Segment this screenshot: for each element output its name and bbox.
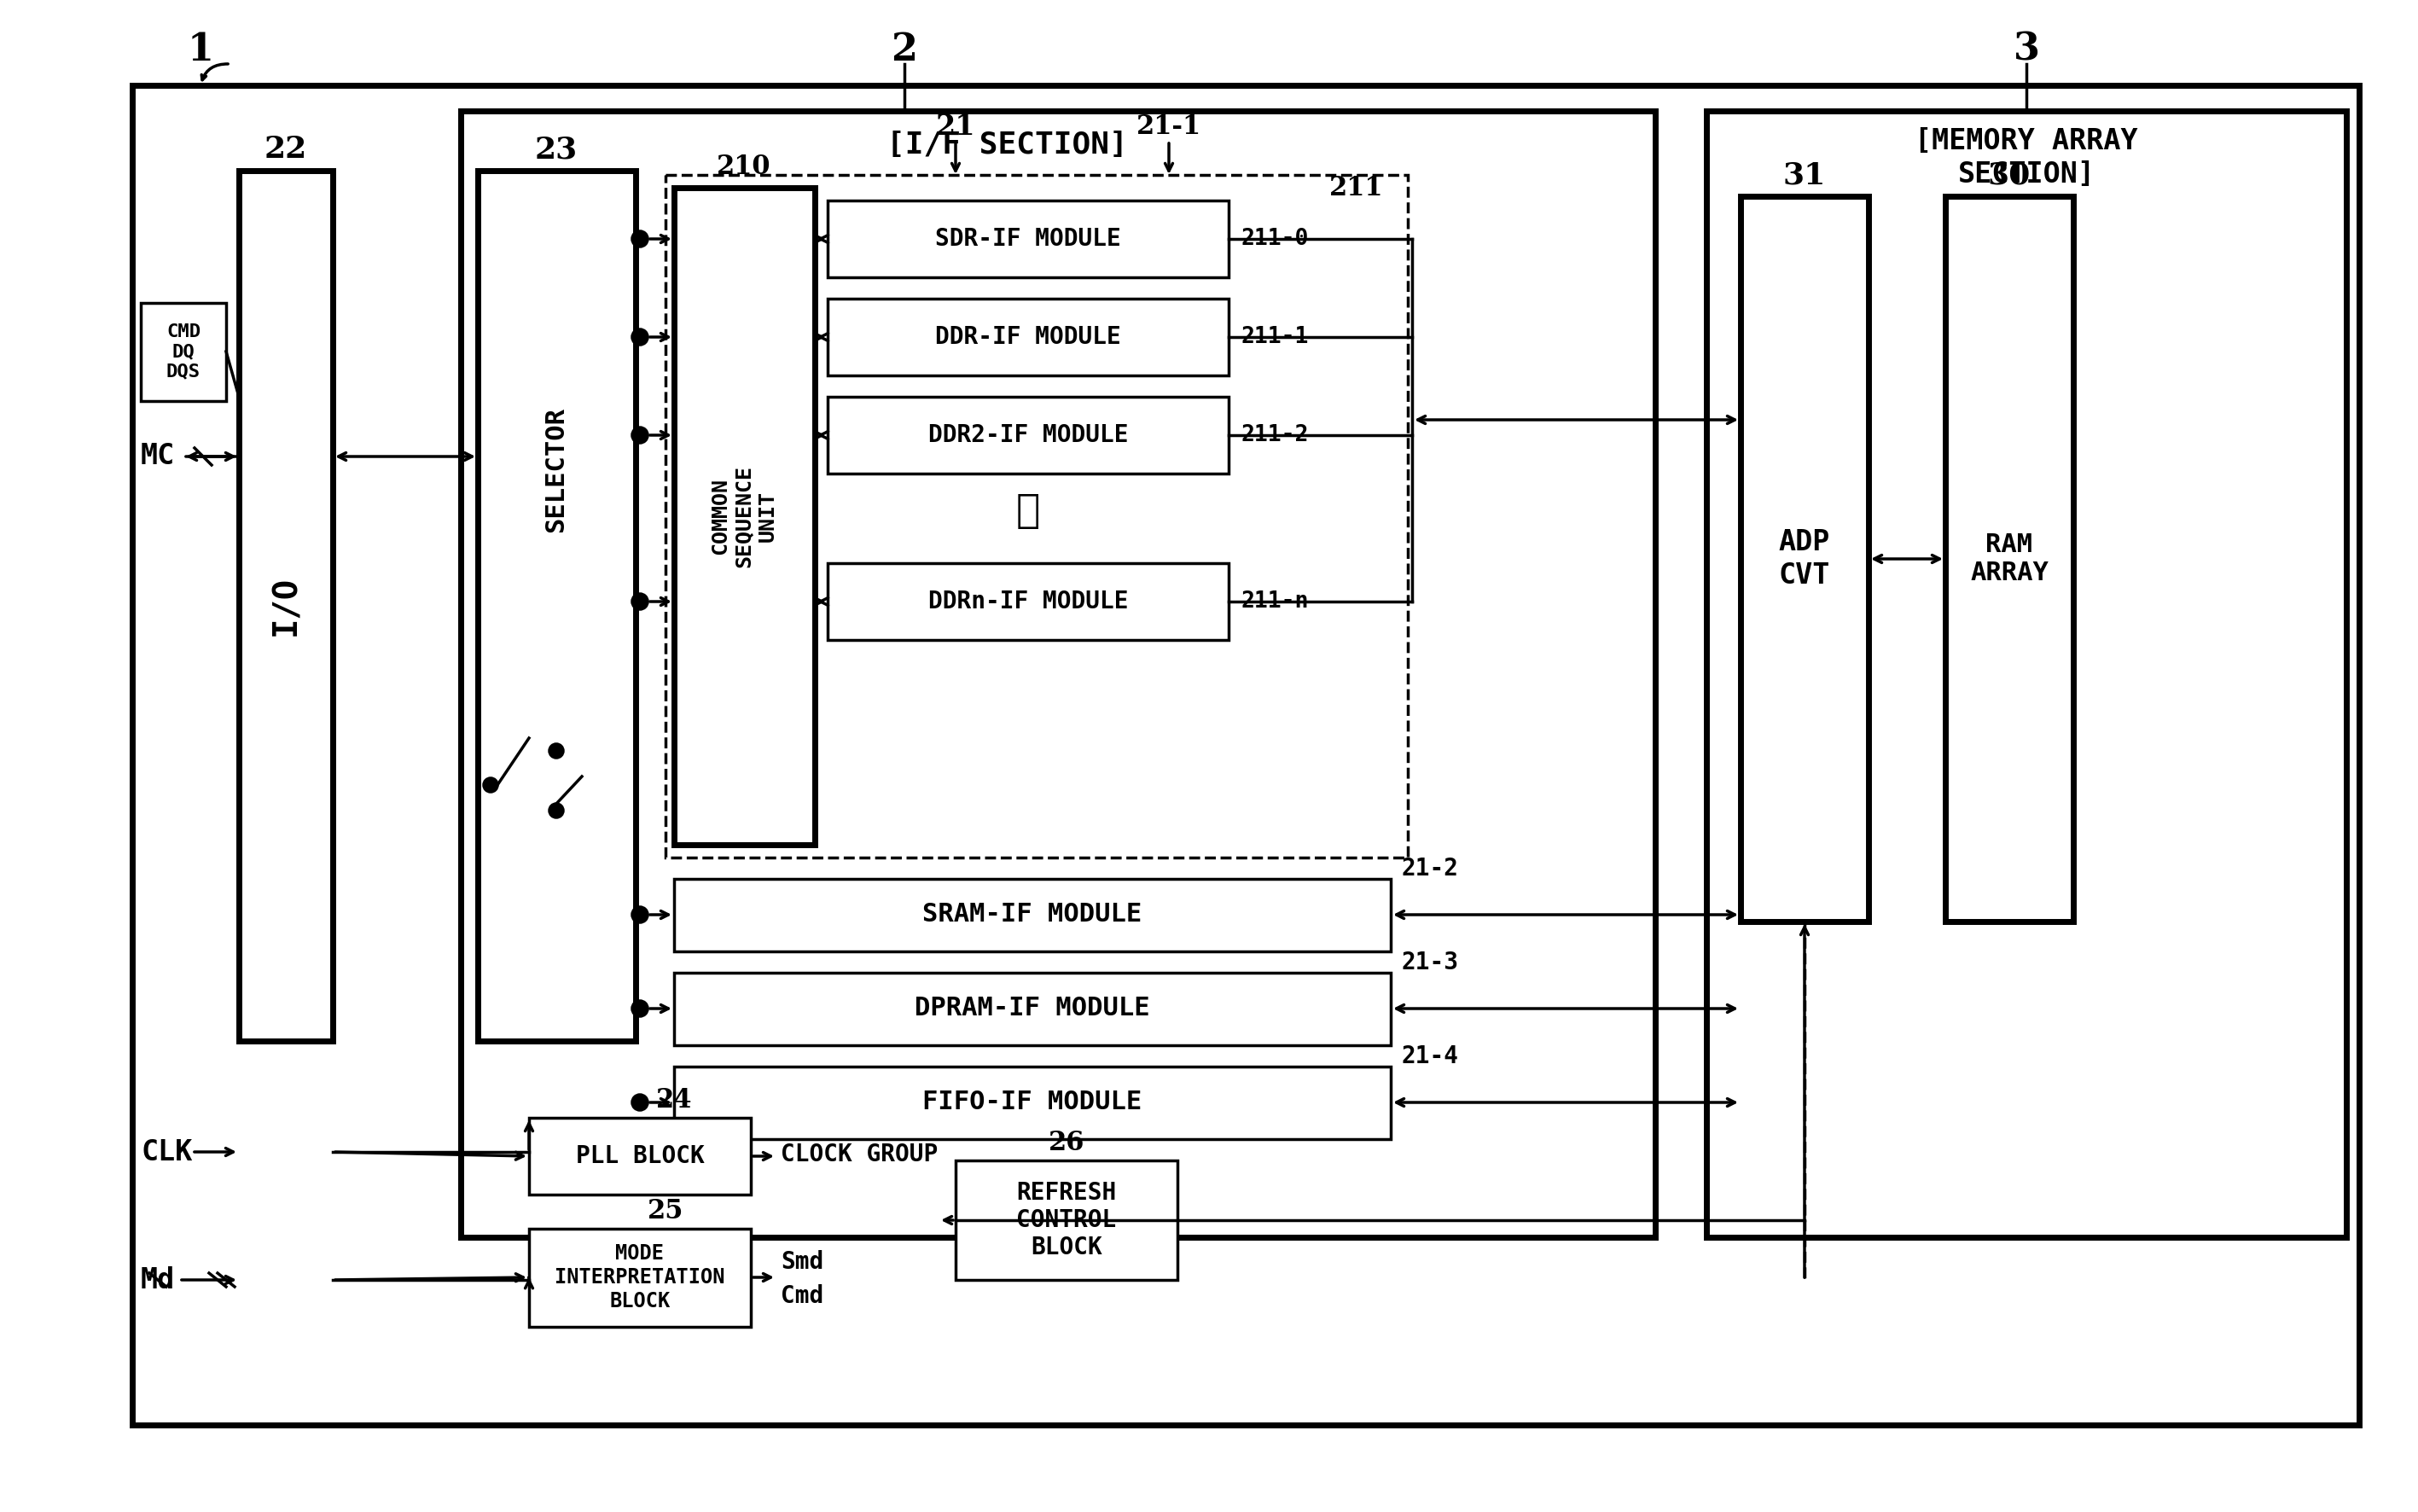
Text: 211: 211 [1330,174,1383,201]
Text: Md: Md [140,1266,174,1294]
Bar [1707,110,2345,1237]
Text: Smd: Smd [781,1250,825,1275]
Text: ⋮: ⋮ [1016,493,1040,531]
Text: RAM
ARRAY: RAM ARRAY [1971,532,2048,585]
Text: 211-2: 211-2 [1240,423,1308,446]
Bar [675,878,1390,951]
Text: FIFO-IF MODULE: FIFO-IF MODULE [924,1090,1141,1114]
Text: 21-3: 21-3 [1400,951,1458,974]
Text: [MEMORY ARRAY
SECTION]: [MEMORY ARRAY SECTION] [1915,127,2138,187]
Text: DDR-IF MODULE: DDR-IF MODULE [936,325,1122,349]
Text: 23: 23 [534,135,578,163]
Circle shape [549,804,563,818]
Circle shape [631,428,648,443]
Text: 26: 26 [1049,1129,1086,1157]
Text: Cmd: Cmd [781,1284,825,1308]
Text: 25: 25 [648,1199,684,1225]
Text: 31: 31 [1782,160,1826,189]
Circle shape [484,779,498,792]
Circle shape [631,1095,648,1110]
Bar [675,187,815,845]
Text: 1: 1 [186,32,213,68]
Text: CLOCK GROUP: CLOCK GROUP [781,1143,938,1166]
Text: [I/F SECTION]: [I/F SECTION] [885,130,1127,160]
Text: 3: 3 [2014,32,2041,68]
Bar [239,171,334,1040]
Text: COMMON
SEQUENCE
UNIT: COMMON SEQUENCE UNIT [711,466,779,567]
Text: PLL BLOCK: PLL BLOCK [575,1145,704,1169]
Text: 21-1: 21-1 [1136,113,1202,139]
Text: REFRESH
CONTROL
BLOCK: REFRESH CONTROL BLOCK [1016,1181,1117,1259]
Text: DPRAM-IF MODULE: DPRAM-IF MODULE [914,996,1151,1021]
Text: 21-4: 21-4 [1400,1045,1458,1069]
Circle shape [631,594,648,609]
Text: 21: 21 [936,112,974,141]
Bar [133,85,2360,1424]
Bar [827,299,1228,375]
Circle shape [631,907,648,922]
Bar [140,302,227,401]
Circle shape [549,744,563,758]
Bar [1946,197,2072,921]
Text: DDR2-IF MODULE: DDR2-IF MODULE [929,423,1129,448]
Text: I/O: I/O [271,576,302,635]
Bar [462,110,1656,1237]
Bar [530,1117,752,1194]
Text: 24: 24 [655,1087,692,1114]
Text: ADP
CVT: ADP CVT [1780,529,1830,590]
Bar [827,201,1228,277]
Bar [675,972,1390,1045]
Text: 30: 30 [1988,160,2031,189]
Bar [530,1229,752,1328]
Bar [479,171,636,1040]
Text: 210: 210 [716,153,771,180]
Text: 2: 2 [892,32,916,68]
Text: SELECTOR: SELECTOR [544,407,568,532]
Circle shape [631,1001,648,1016]
Circle shape [631,231,648,246]
Text: CLK: CLK [140,1139,193,1166]
Text: 211-1: 211-1 [1240,327,1308,348]
Text: SRAM-IF MODULE: SRAM-IF MODULE [924,903,1141,927]
Bar [827,396,1228,473]
Text: MODE
INTERPRETATION
BLOCK: MODE INTERPRETATION BLOCK [554,1243,725,1311]
Text: 21-2: 21-2 [1400,857,1458,880]
Bar [827,562,1228,640]
Text: CMD
DQ
DQS: CMD DQ DQS [167,324,201,380]
Text: 211-0: 211-0 [1240,228,1308,249]
Bar [675,1066,1390,1139]
Text: DDRn-IF MODULE: DDRn-IF MODULE [929,590,1129,614]
Text: 211-n: 211-n [1240,591,1308,612]
Text: SDR-IF MODULE: SDR-IF MODULE [936,227,1122,251]
Bar [665,175,1407,857]
Text: 22: 22 [264,135,307,163]
Bar [955,1160,1178,1281]
Bar [1741,197,1869,921]
Text: MC: MC [140,443,174,470]
Circle shape [631,330,648,345]
